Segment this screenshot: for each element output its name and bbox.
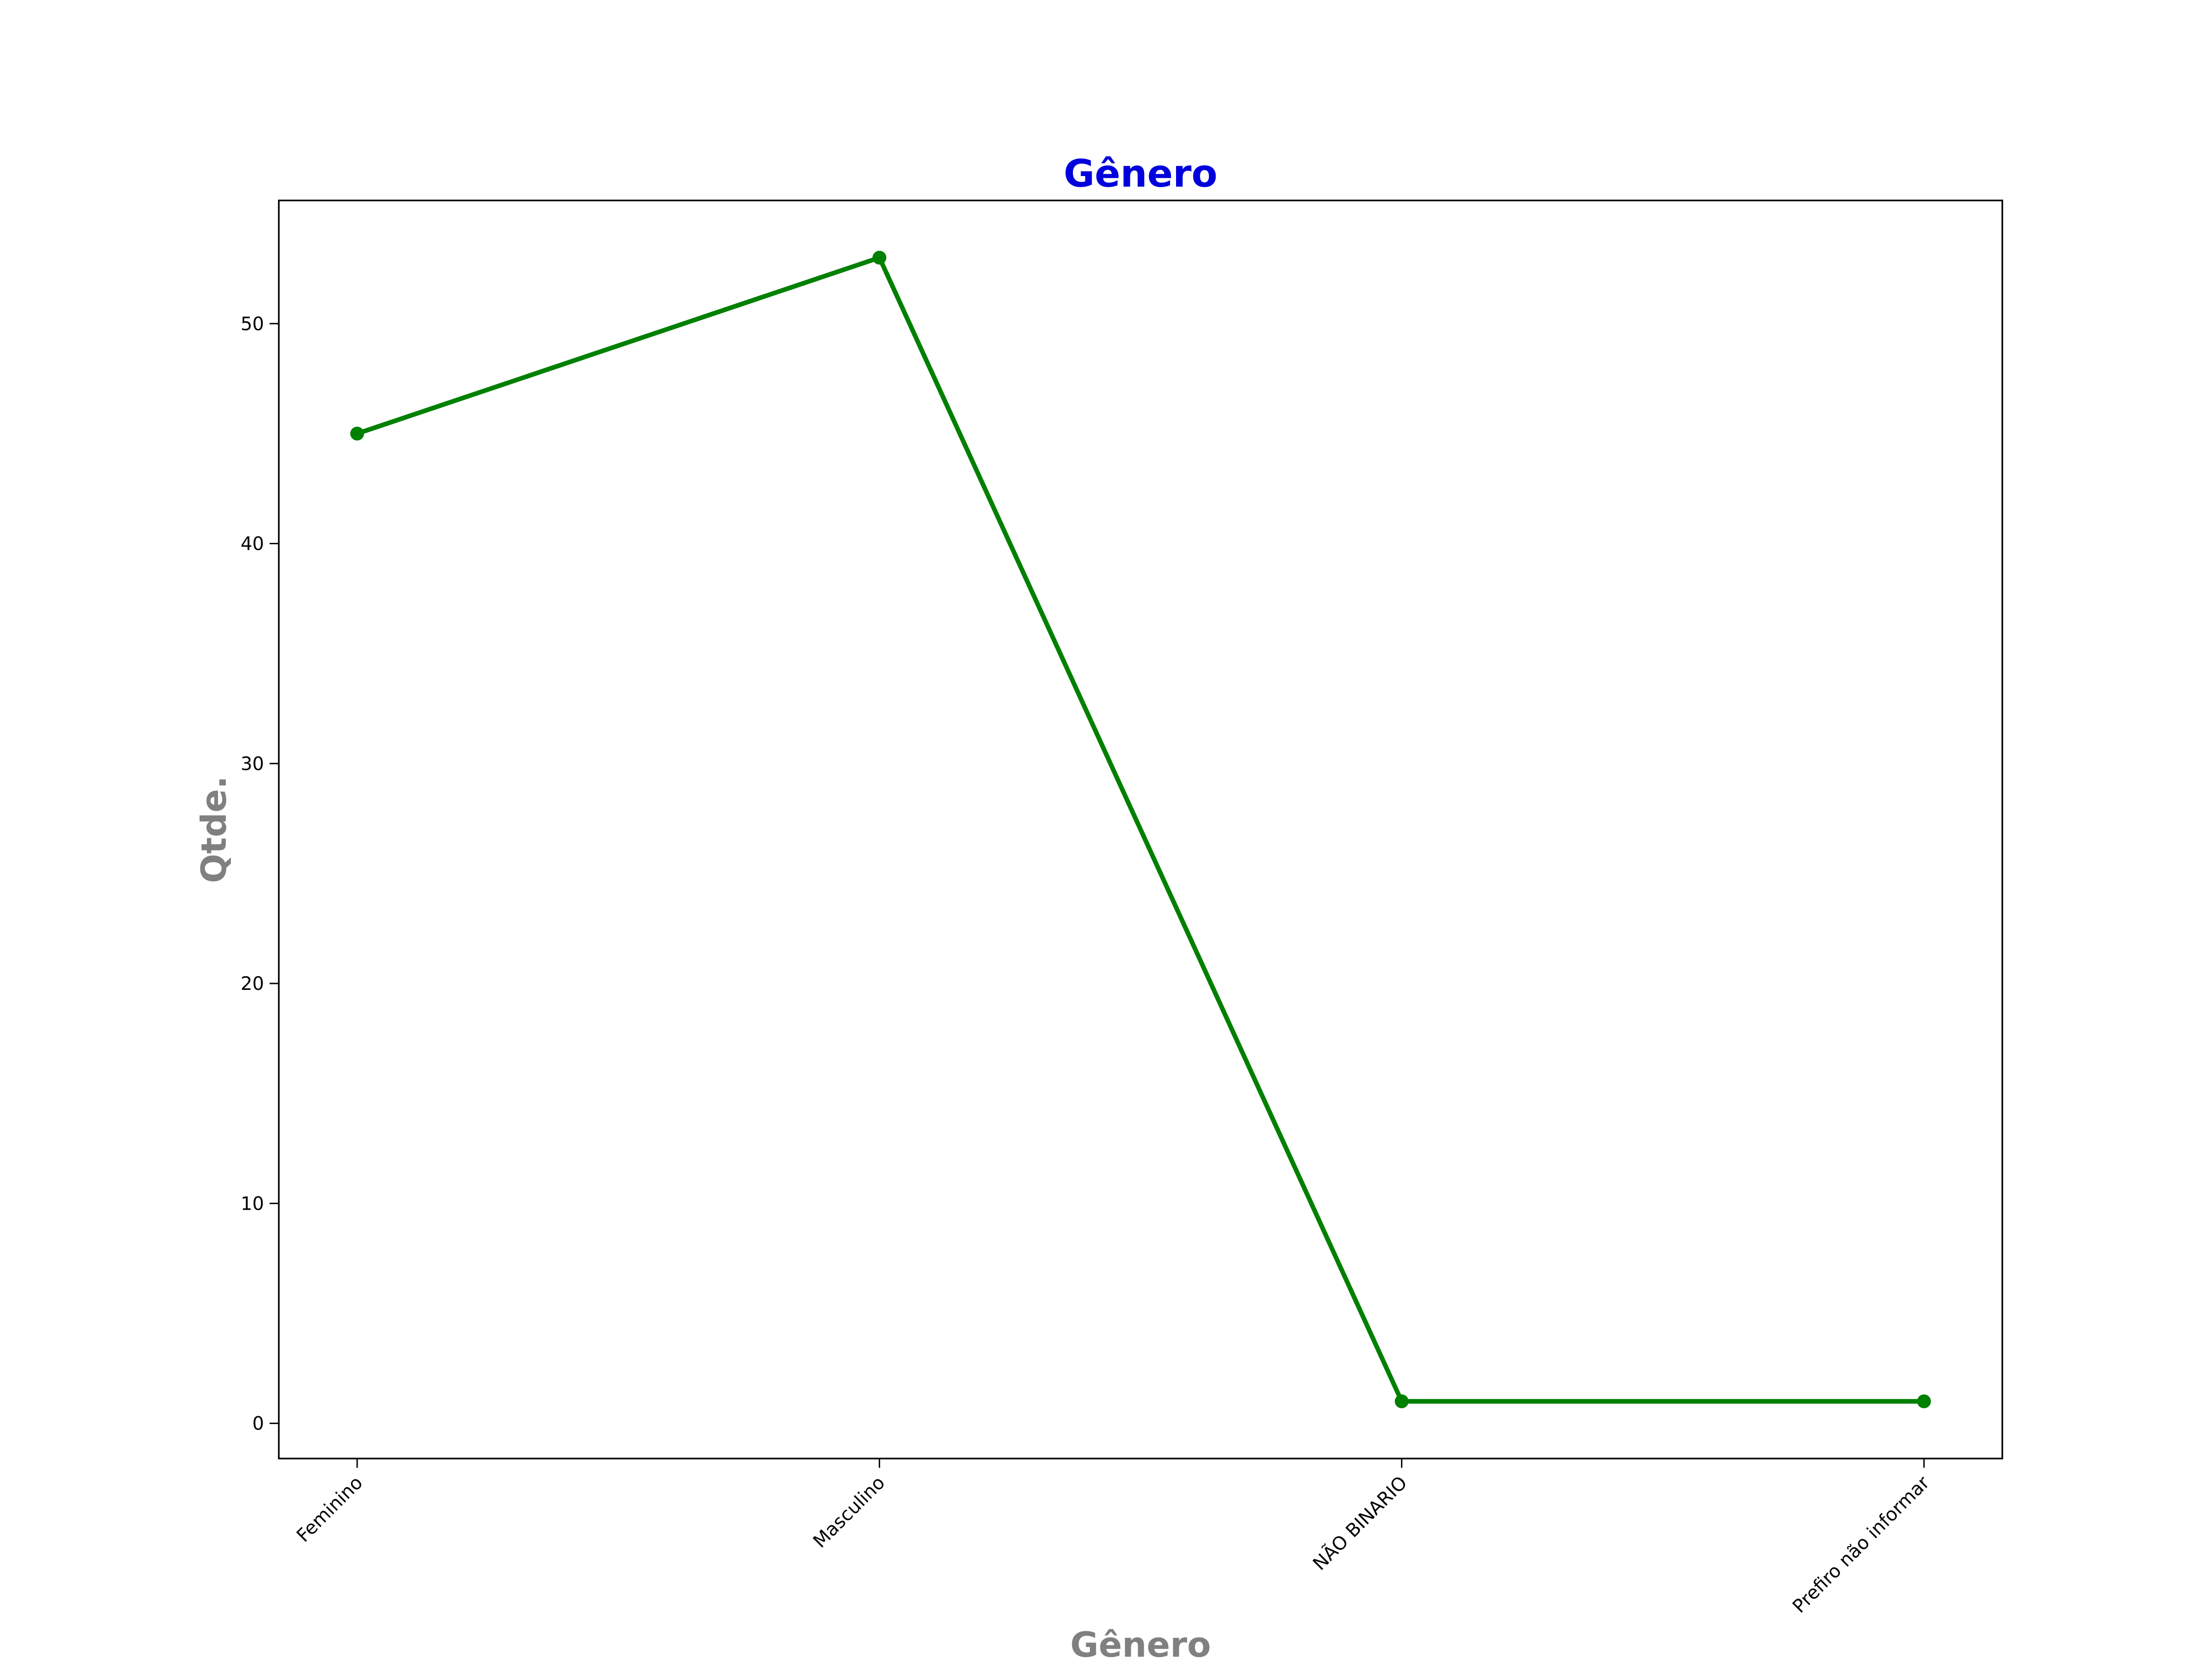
y-tick-label: 0 <box>253 1413 264 1435</box>
y-tick-label: 50 <box>241 313 264 335</box>
plot-frame <box>278 200 2003 1459</box>
series-layer <box>350 251 1931 1408</box>
y-axis-label: Qtde. <box>194 776 234 883</box>
y-tick-label: 10 <box>241 1193 264 1214</box>
data-point <box>1394 1394 1409 1408</box>
y-tick-label: 20 <box>241 973 264 994</box>
series-line <box>356 254 1924 1404</box>
data-point <box>872 251 887 265</box>
data-point <box>1917 1394 1931 1408</box>
chart-title: Gênero <box>1064 152 1218 196</box>
x-axis-label: Gênero <box>1070 1624 1211 1659</box>
y-tick-label: 40 <box>241 534 264 555</box>
data-point <box>350 426 364 441</box>
y-tick-label: 30 <box>241 753 264 775</box>
y-axis: 0 10 20 30 40 50 <box>241 313 279 1435</box>
